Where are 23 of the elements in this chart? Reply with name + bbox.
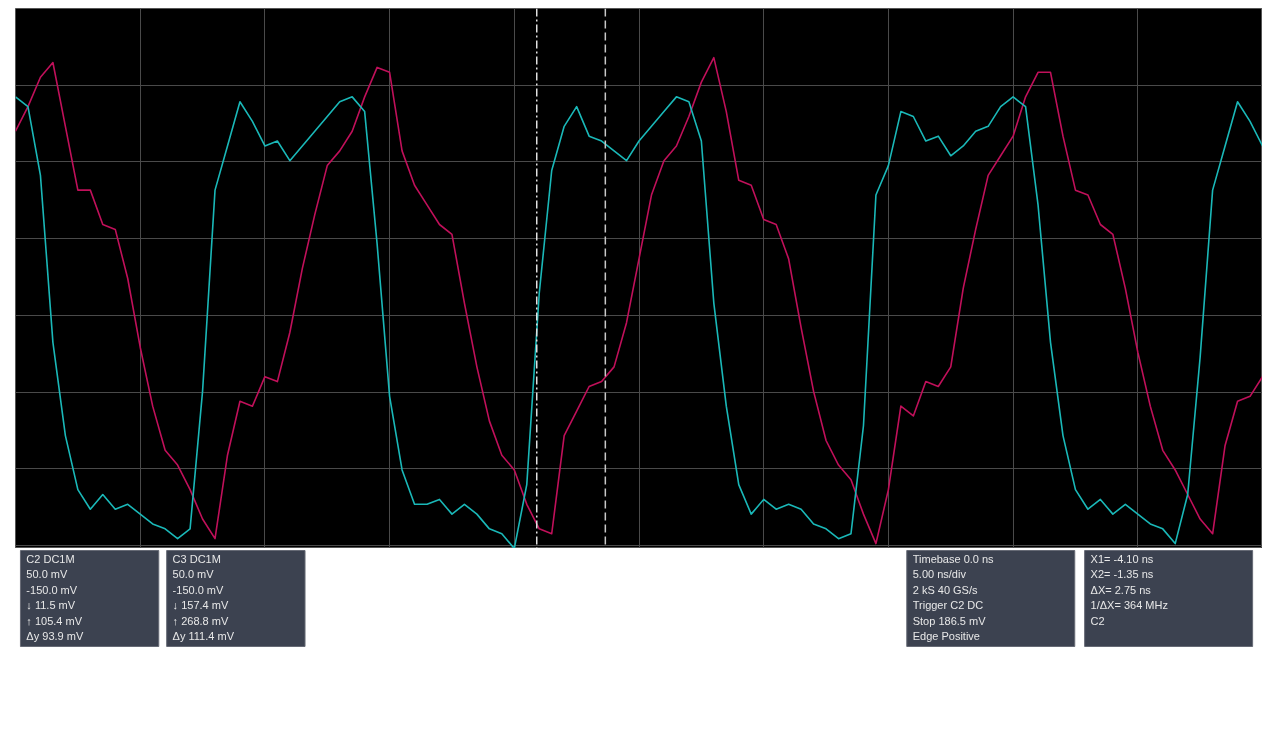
text: Timebase 0.0 ns (912, 552, 995, 565)
text: -150.0 mV (26, 583, 78, 596)
text: C2 DC1M (26, 552, 75, 565)
text: X1= -4.10 ns (1090, 552, 1154, 565)
text: ↓ 11.5 mV (26, 599, 76, 611)
text: X2= -1.35 ns (1090, 568, 1154, 580)
text: ↑ 105.4 mV (26, 614, 83, 627)
text: ↑ 268.8 mV (172, 614, 229, 627)
text: 5.00 ns/div (912, 568, 967, 580)
text: ΔX= 2.75 ns (1090, 583, 1152, 596)
text: 2 kS 40 GS/s (912, 583, 979, 596)
text: C2 (1090, 614, 1105, 627)
text: 50.0 mV (172, 568, 215, 580)
text: ↓ 157.4 mV (172, 599, 229, 611)
text: 1/ΔX= 364 MHz (1090, 599, 1168, 611)
text: C3 DC1M (172, 552, 221, 565)
text: Δy 111.4 mV (172, 630, 235, 642)
text: -150.0 mV (172, 583, 225, 596)
text: Δy 93.9 mV (26, 630, 84, 642)
text: 50.0 mV (26, 568, 68, 580)
text: Trigger C2 DC (912, 599, 984, 611)
text: Stop 186.5 mV (912, 614, 987, 627)
text: Edge Positive (912, 630, 980, 642)
